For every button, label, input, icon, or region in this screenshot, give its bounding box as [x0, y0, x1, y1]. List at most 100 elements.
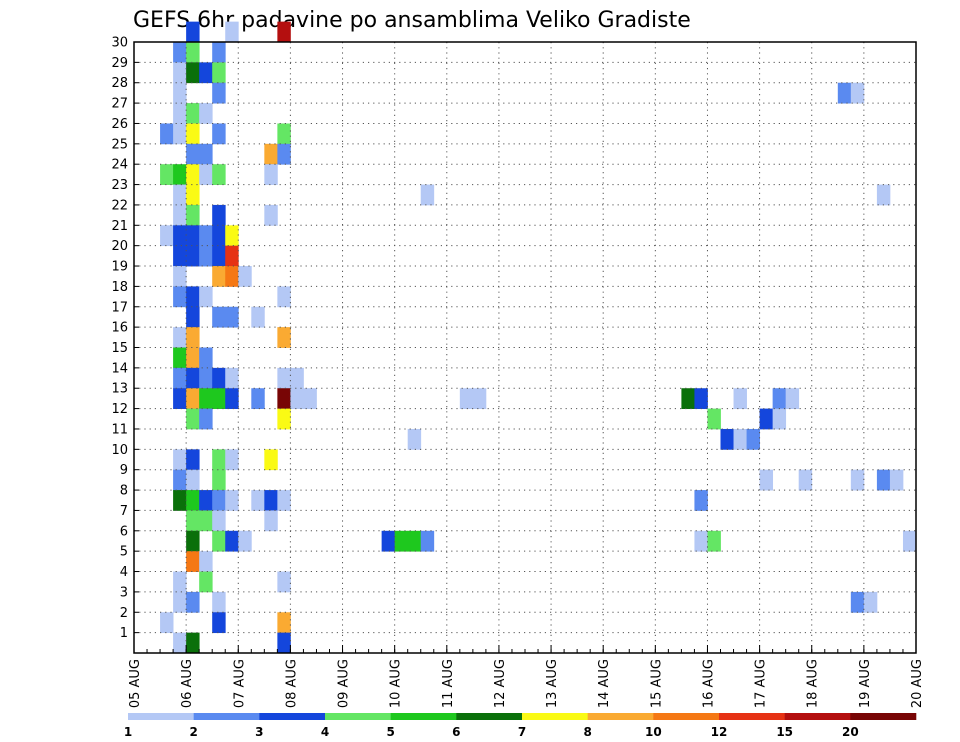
precip-cell — [407, 530, 422, 552]
precip-cell — [850, 591, 865, 613]
precip-cell — [173, 123, 187, 145]
y-tick-label: 23 — [111, 178, 128, 193]
y-tick-label: 1 — [120, 626, 128, 641]
precip-cell — [212, 225, 226, 247]
legend-label: 2 — [189, 725, 197, 739]
y-tick-label: 5 — [120, 545, 128, 560]
legend-label: 4 — [321, 725, 329, 739]
precip-cell — [277, 490, 291, 511]
precip-cell — [238, 530, 252, 552]
precip-cell — [720, 428, 734, 450]
x-tick-label: 10 AUG — [389, 659, 404, 708]
legend-swatch — [719, 713, 785, 720]
legend-swatch — [193, 713, 260, 720]
precip-cell — [173, 367, 187, 389]
precip-cell — [173, 286, 187, 308]
precip-cell — [212, 469, 226, 491]
y-tick-label: 7 — [120, 504, 128, 519]
precip-cell — [264, 164, 278, 185]
precip-cell — [199, 408, 213, 430]
x-tick-label: 13 AUG — [545, 659, 560, 708]
precip-cell — [472, 388, 487, 409]
x-tick-label: 19 AUG — [858, 659, 873, 708]
precip-cell — [186, 123, 200, 145]
x-tick-label: 05 AUG — [128, 659, 143, 708]
precip-cell — [707, 530, 721, 552]
y-tick-label: 6 — [120, 524, 128, 539]
precip-cell — [420, 530, 435, 552]
precip-cell — [173, 42, 187, 63]
precip-cell — [173, 591, 187, 613]
precip-cell — [277, 408, 291, 430]
y-tick-label: 2 — [120, 606, 128, 621]
precip-cell — [785, 388, 800, 409]
precip-cell — [186, 306, 200, 328]
heatmap-cells — [160, 21, 917, 654]
legend-swatch — [653, 713, 720, 720]
precip-cell — [199, 62, 213, 84]
precip-cell — [251, 306, 265, 328]
x-tick-label: 18 AUG — [806, 659, 821, 708]
precip-cell — [694, 388, 708, 409]
y-tick-label: 29 — [111, 56, 128, 71]
chart-title: GEFS 6hr padavine po ansamblima Veliko G… — [133, 8, 691, 33]
precip-cell — [186, 449, 200, 471]
precip-cell — [186, 225, 200, 247]
legend-label: 3 — [255, 725, 263, 739]
precip-cell — [746, 428, 760, 450]
precip-cell — [459, 388, 474, 409]
y-tick-label: 9 — [120, 463, 128, 478]
precip-cell — [277, 143, 291, 165]
precip-cell — [225, 306, 239, 328]
precip-cell — [902, 530, 917, 552]
precip-cell — [212, 204, 226, 226]
legend-swatch — [850, 713, 917, 720]
precip-cell — [225, 266, 239, 287]
precip-cell — [186, 367, 200, 389]
y-tick-label: 14 — [111, 361, 128, 376]
precip-cell — [225, 245, 239, 267]
precip-cell — [225, 21, 239, 43]
precip-cell — [212, 42, 226, 63]
y-tick-label: 11 — [111, 422, 128, 437]
precip-cell — [212, 612, 226, 634]
y-tick-label: 12 — [111, 402, 128, 417]
precip-cell — [186, 632, 200, 654]
precip-cell — [837, 82, 852, 104]
precip-cell — [394, 530, 409, 552]
precip-cell — [173, 62, 187, 84]
y-tick-label: 3 — [120, 585, 128, 600]
precip-cell — [186, 530, 200, 552]
precip-cell — [225, 367, 239, 389]
precip-cell — [186, 245, 200, 267]
precip-cell — [173, 82, 187, 104]
precip-cell — [173, 571, 187, 593]
legend-label: 15 — [776, 725, 793, 739]
precip-cell — [303, 388, 317, 409]
y-tick-label: 19 — [111, 260, 128, 275]
precip-cell — [225, 490, 239, 511]
y-tick-label: 17 — [111, 300, 128, 315]
precip-cell — [277, 388, 291, 409]
precip-cell — [160, 225, 174, 247]
y-axis: 1234567891011121314151617181920212223242… — [111, 36, 139, 641]
precip-cell — [186, 327, 200, 348]
legend-swatch — [128, 713, 194, 720]
precip-cell — [186, 204, 200, 226]
precip-cell — [277, 21, 291, 43]
legend-label: 1 — [124, 725, 132, 739]
y-tick-label: 15 — [111, 341, 128, 356]
precip-cell — [772, 388, 787, 409]
precip-cell — [186, 490, 200, 511]
precip-cell — [173, 469, 187, 491]
legend-label: 20 — [842, 725, 859, 739]
color-legend: 1 2 3 4 5 6 7 8 10 12 15 20 — [124, 713, 917, 739]
precip-cell — [199, 225, 213, 247]
precip-cell — [186, 103, 200, 124]
precip-cell — [199, 367, 213, 389]
precip-cell — [173, 327, 187, 348]
y-tick-label: 22 — [111, 198, 128, 213]
precip-cell — [264, 143, 278, 165]
precip-cell — [225, 449, 239, 471]
